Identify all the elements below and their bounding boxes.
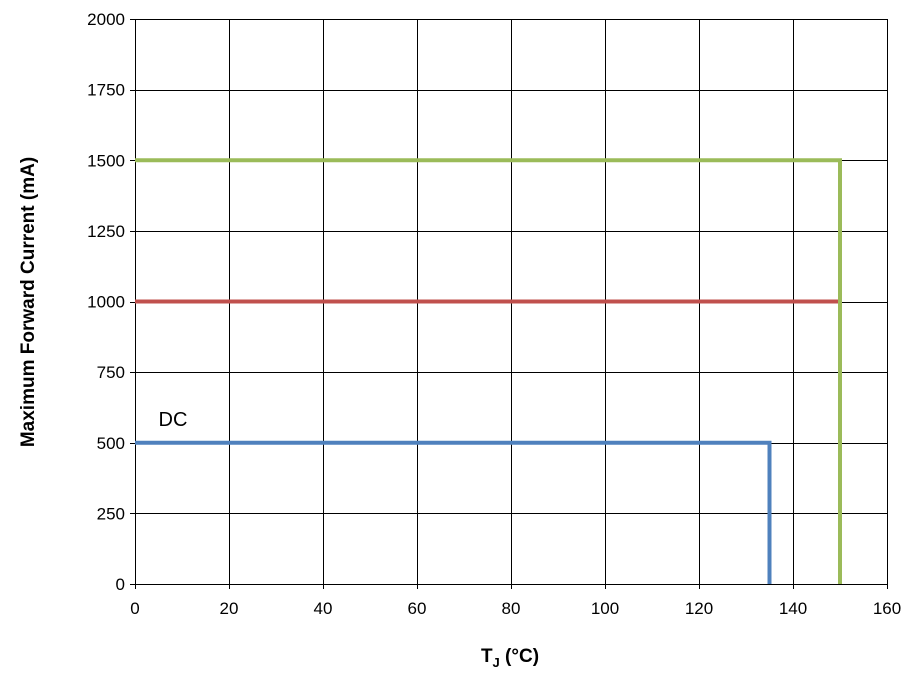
y-tick-label: 1750: [87, 81, 125, 100]
x-axis-title: TJ (°C): [481, 646, 539, 670]
annotation-label: DC: [159, 409, 188, 431]
y-tick-label: 0: [116, 575, 125, 594]
x-tick-label: 120: [685, 599, 713, 618]
grid: [130, 19, 888, 589]
x-tick-label: 40: [314, 599, 333, 618]
x-tick-label: 0: [130, 599, 139, 618]
y-tick-label: 500: [97, 434, 125, 453]
series-line-1: [135, 440, 772, 584]
y-tick-label: 1500: [87, 151, 125, 170]
y-tick-label: 1000: [87, 293, 125, 312]
x-tick-label: 20: [220, 599, 239, 618]
series-line-3: [135, 158, 842, 584]
y-tick-label: 250: [97, 504, 125, 523]
x-tick-label: 100: [591, 599, 619, 618]
x-tick-label: 80: [502, 599, 521, 618]
y-tick-label: 750: [97, 363, 125, 382]
y-tick-label: 1250: [87, 222, 125, 241]
annotations: DC: [159, 409, 188, 431]
y-tick-labels: 0 250 500 750 1000 1250 1500 1750 2000: [87, 10, 125, 594]
y-axis-title: Maximum Forward Current (mA): [18, 157, 39, 447]
x-tick-label: 140: [779, 599, 807, 618]
x-tick-label: 60: [408, 599, 427, 618]
x-tick-label: 160: [873, 599, 901, 618]
y-tick-label: 2000: [87, 10, 125, 29]
x-tick-labels: 0 20 40 60 80 100 120 140 160: [130, 599, 901, 618]
series-group: [135, 158, 842, 584]
